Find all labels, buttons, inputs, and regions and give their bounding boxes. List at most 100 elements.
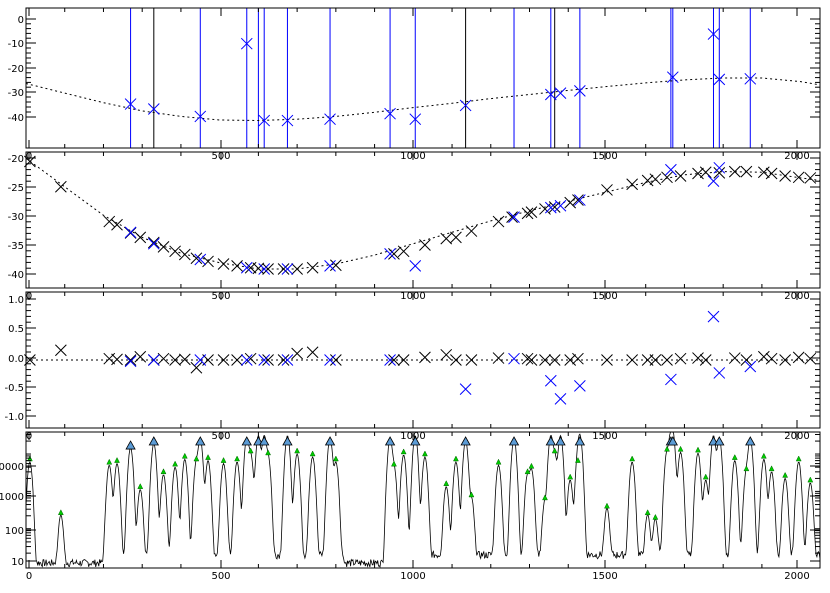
point-x-black xyxy=(262,354,274,366)
point-x-black xyxy=(202,255,214,268)
point-x-blue xyxy=(281,114,294,127)
point-x-blue xyxy=(147,354,160,366)
x-tick-label: 1000 xyxy=(400,571,425,582)
peak-marker-green xyxy=(332,455,339,462)
y-tick-label: 1.0 xyxy=(8,295,24,306)
point-x-blue xyxy=(665,163,677,176)
x-tick-label: 1500 xyxy=(592,571,617,582)
point-x-black xyxy=(699,354,712,366)
panel-1-vertical-lines xyxy=(130,8,751,148)
peak-marker-green xyxy=(468,491,475,498)
point-x-blue xyxy=(258,263,271,275)
point-x-blue xyxy=(240,354,253,366)
point-x-blue xyxy=(707,28,720,40)
point-x-black xyxy=(190,361,203,374)
point-x-black xyxy=(169,245,181,258)
point-x-black xyxy=(217,258,230,270)
y-tick-label: 100 xyxy=(5,526,24,537)
peak-marker-blue-triangle xyxy=(148,436,159,446)
peak-marker-green xyxy=(567,473,574,480)
point-x-black xyxy=(157,352,170,365)
point-x-black xyxy=(521,207,534,220)
peak-marker-blue-triangle xyxy=(195,436,206,446)
peak-marker-green xyxy=(782,471,789,478)
point-x-black xyxy=(291,263,303,275)
point-x-black xyxy=(728,352,741,364)
peak-marker-green xyxy=(542,494,548,501)
point-x-black xyxy=(397,245,410,258)
peak-marker-green xyxy=(181,452,188,459)
point-x-black xyxy=(548,354,561,366)
peak-marker-green xyxy=(528,462,535,469)
y-tick-label: -0.5 xyxy=(4,383,24,394)
y-tick-label: 0 xyxy=(18,15,24,26)
peak-marker-green xyxy=(644,509,651,516)
point-x-blue xyxy=(124,355,137,368)
axis-frame xyxy=(25,7,821,149)
point-x-blue xyxy=(147,103,160,115)
point-x-black xyxy=(111,218,123,231)
point-x-blue xyxy=(744,72,757,85)
point-x-black xyxy=(649,354,662,366)
peak-marker-green xyxy=(524,468,531,475)
point-x-blue xyxy=(707,310,720,323)
peak-marker-green xyxy=(172,460,179,467)
point-x-black xyxy=(674,170,687,182)
point-x-blue xyxy=(574,194,586,206)
peak-marker-green xyxy=(702,473,709,480)
point-x-blue xyxy=(324,113,336,126)
point-x-blue xyxy=(508,211,520,224)
peak-marker-blue-triangle xyxy=(714,436,725,446)
point-x-blue xyxy=(258,354,271,366)
y-tick-label: -35 xyxy=(8,241,24,252)
point-x-blue xyxy=(124,98,137,110)
point-x-black xyxy=(440,348,453,361)
point-x-black xyxy=(157,241,170,253)
peak-marker-green xyxy=(193,455,200,462)
peak-marker-green xyxy=(760,452,767,459)
peak-marker-blue-triangle xyxy=(384,436,396,446)
point-x-black xyxy=(244,352,257,365)
point-x-black xyxy=(641,174,654,187)
peak-marker-green xyxy=(422,450,428,457)
point-x-black xyxy=(217,354,230,366)
point-x-black xyxy=(231,260,243,272)
point-x-blue xyxy=(665,373,677,386)
point-x-black xyxy=(450,354,462,366)
point-x-blue xyxy=(554,199,567,212)
peak-marker-blue-triangle xyxy=(508,436,520,446)
peak-marker-green xyxy=(551,447,558,454)
point-x-black xyxy=(55,344,67,357)
axis-frame xyxy=(25,151,821,289)
point-x-blue xyxy=(554,393,567,405)
point-x-blue xyxy=(574,85,586,97)
point-x-black xyxy=(626,178,639,191)
point-x-black xyxy=(103,215,116,228)
peak-marker-green xyxy=(205,454,211,460)
peak-marker-blue-triangle xyxy=(545,436,556,446)
point-x-blue xyxy=(384,354,396,366)
peak-marker-blue-triangle xyxy=(324,436,336,446)
point-x-blue xyxy=(194,253,207,266)
point-x-black xyxy=(178,248,191,261)
peak-marker-green xyxy=(604,502,610,509)
peak-marker-blue-triangle xyxy=(667,436,679,446)
point-x-blue xyxy=(574,380,586,392)
point-x-blue xyxy=(744,360,757,373)
point-x-black xyxy=(231,354,243,366)
point-x-black xyxy=(190,252,203,265)
point-x-blue xyxy=(713,73,726,86)
point-x-blue xyxy=(666,71,679,84)
point-x-blue xyxy=(707,175,720,187)
point-x-black xyxy=(169,354,181,366)
point-x-black xyxy=(450,231,462,244)
point-x-blue xyxy=(409,113,422,126)
peak-marker-blue-triangle xyxy=(125,440,136,450)
point-x-black xyxy=(440,232,453,245)
y-tick-label: -20 xyxy=(8,64,24,75)
peak-marker-blue-triangle xyxy=(241,436,252,446)
point-x-black xyxy=(492,215,505,228)
